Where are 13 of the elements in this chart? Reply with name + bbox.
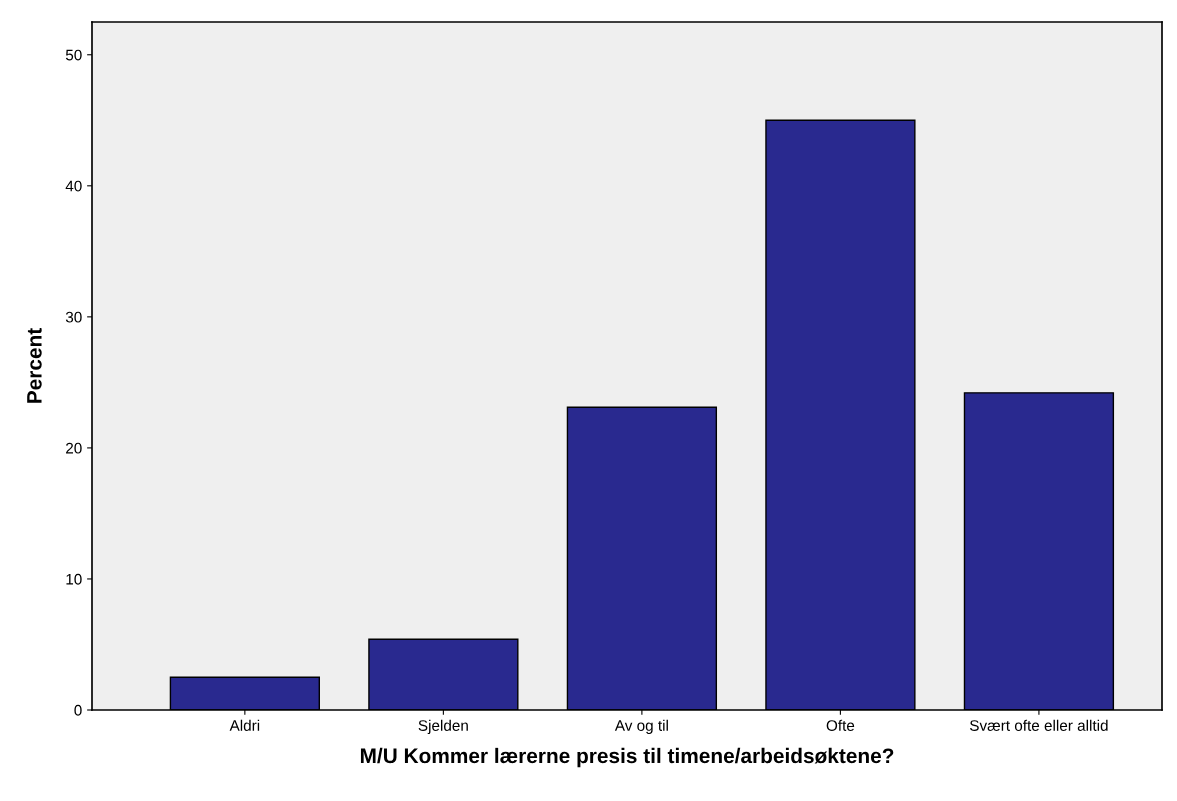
x-tick-label: Aldri xyxy=(229,719,260,731)
y-tick-label: 30 xyxy=(65,311,82,323)
y-tick-label: 20 xyxy=(66,442,82,454)
x-axis-title: M/U Kommer lærerne presis til timene/arbeidsøktene? xyxy=(360,747,894,768)
y-tick-label: 0 xyxy=(74,704,82,716)
y-axis-title: Percent xyxy=(27,328,42,403)
x-tick-label: Ofte xyxy=(826,719,855,731)
x-tick-label: Svært ofte eller alltid xyxy=(969,719,1108,731)
y-tick-label: 10 xyxy=(66,573,82,585)
x-tick-label: Sjelden xyxy=(418,719,468,734)
y-tick-label: 40 xyxy=(65,180,82,192)
x-tick-label: Av og til xyxy=(614,719,668,734)
y-tick-label: 50 xyxy=(65,49,82,61)
